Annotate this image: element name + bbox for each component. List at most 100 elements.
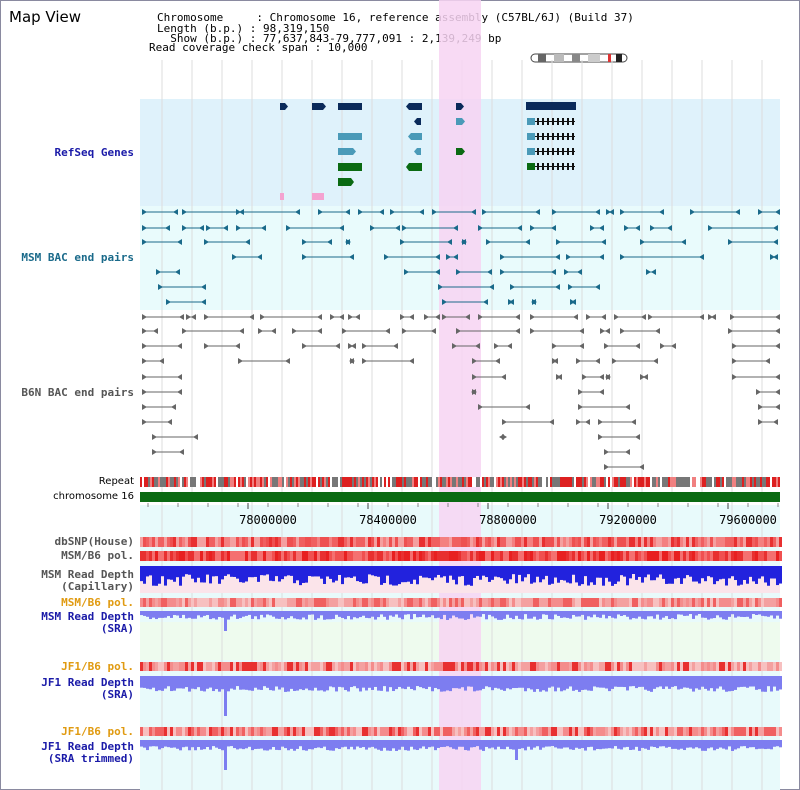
jf1-pol-cell: [167, 662, 170, 671]
jf1-depth-sra-bar: [224, 676, 227, 716]
repeat-segment: [140, 477, 142, 487]
jf1-depth-sra-bar: [482, 676, 485, 689]
refseq-gene: [526, 102, 576, 110]
msm-pol2-cell: [680, 598, 683, 607]
dbsnp-cell: [716, 537, 719, 547]
msm-pol2-cell: [410, 598, 413, 607]
b6n-bac-pair-end: [501, 374, 506, 380]
dbsnp-cell: [707, 537, 710, 547]
b6n-bac-pair-end: [348, 314, 353, 320]
jf1-pol-cell: [665, 662, 668, 671]
jf1-depth-sra-bar: [428, 676, 431, 687]
repeat-segment: [318, 477, 320, 487]
msm-depth-sra-bar: [176, 611, 179, 616]
repeat-segment: [406, 477, 408, 487]
msm-depth-cap-bar: [305, 566, 308, 583]
msm-pol-cell: [278, 551, 281, 561]
msm-depth-sra-bar: [557, 611, 560, 616]
repeat-segment: [722, 477, 724, 487]
repeat-segment: [582, 477, 584, 487]
jf1-pol-cell: [653, 662, 656, 671]
msm-depth-sra-bar: [779, 611, 782, 619]
msm-bac-pair-end: [404, 269, 409, 275]
jf1-pol2-cell: [707, 727, 710, 736]
repeat-segment: [506, 477, 508, 487]
msm-pol2-cell: [515, 598, 518, 607]
dbsnp-cell: [302, 537, 305, 547]
jf1-pol-cell: [452, 662, 455, 671]
repeat-segment: [492, 477, 494, 487]
msm-depth-cap-bar: [410, 566, 413, 584]
msm-pol2-cell: [308, 598, 311, 607]
jf1-depth-trim-bar: [689, 740, 692, 748]
repeat-segment: [726, 477, 728, 487]
jf1-depth-sra-bar: [365, 676, 368, 691]
jf1-depth-trim-bar: [161, 740, 164, 749]
repeat-segment: [268, 477, 270, 487]
jf1-pol2-cell: [602, 727, 605, 736]
dbsnp-cell: [173, 537, 176, 547]
chromosome-ideogram[interactable]: [528, 52, 630, 64]
jf1-depth-trim-bar: [671, 740, 674, 749]
msm-depth-cap-bar: [308, 566, 311, 577]
jf1-pol-cell: [323, 662, 326, 671]
jf1-depth-trim-bar: [590, 740, 593, 747]
repeat-segment: [762, 477, 764, 487]
jf1-depth-sra-bar: [386, 676, 389, 692]
msm-depth-sra-bar: [278, 611, 281, 619]
msm-depth-sra-bar: [302, 611, 305, 618]
refseq-gene: [456, 148, 465, 155]
refseq-gene-exon: [557, 163, 559, 170]
msm-pol2-cell: [671, 598, 674, 607]
jf1-pol-cell: [398, 662, 401, 671]
msm-depth-sra-bar: [599, 611, 602, 618]
jf1-depth-trim-bar: [413, 740, 416, 750]
refseq-gene: [338, 133, 362, 140]
msm-depth-sra-bar: [461, 611, 464, 619]
jf1-pol2-cell: [275, 727, 278, 736]
dbsnp-cell: [581, 537, 584, 547]
repeat-segment: [294, 477, 296, 487]
msm-pol2-cell: [344, 598, 347, 607]
repeat-segment: [434, 477, 436, 487]
b6n-bac-pair-end: [612, 358, 617, 364]
jf1-depth-sra-bar: [632, 676, 635, 687]
repeat-segment: [532, 477, 534, 487]
jf1-pol2-cell: [200, 727, 203, 736]
jf1-pol-cell: [614, 662, 617, 671]
msm-pol2-cell: [692, 598, 695, 607]
repeat-segment: [634, 477, 636, 487]
jf1-pol2-cell: [668, 727, 671, 736]
jf1-pol-cell: [512, 662, 515, 671]
msm-depth-cap-bar: [386, 566, 389, 576]
jf1-pol2-cell: [695, 727, 698, 736]
dbsnp-cell: [176, 537, 179, 547]
jf1-depth-trim-bar: [458, 740, 461, 747]
jf1-pol-cell: [215, 662, 218, 671]
msm-pol2-cell: [740, 598, 743, 607]
msm-pol-cell: [308, 551, 311, 561]
repeat-segment: [718, 477, 720, 487]
jf1-depth-trim-bar: [779, 740, 782, 748]
jf1-depth-sra-bar: [680, 676, 683, 689]
msm-bac-pair-end: [442, 299, 447, 305]
b6n-bac-pair-end: [339, 314, 344, 320]
msm-pol2-cell: [395, 598, 398, 607]
repeat-segment: [440, 477, 442, 487]
jf1-pol-cell: [776, 662, 779, 671]
msm-depth-sra-bar: [770, 611, 773, 616]
jf1-depth-trim-bar: [257, 740, 260, 749]
msm-pol2-cell: [776, 598, 779, 607]
jf1-depth-trim-bar: [143, 740, 146, 748]
msm-pol-cell: [416, 551, 419, 561]
msm-pol-cell: [170, 551, 173, 561]
msm-pol2-cell: [524, 598, 527, 607]
jf1-depth-sra-bar: [245, 676, 248, 690]
msm-depth-sra-bar: [617, 611, 620, 615]
repeat-segment: [252, 477, 254, 487]
dbsnp-cell: [242, 537, 245, 547]
msm-pol2-cell: [635, 598, 638, 607]
msm-depth-cap-bar: [149, 566, 152, 576]
jf1-pol-cell: [380, 662, 383, 671]
